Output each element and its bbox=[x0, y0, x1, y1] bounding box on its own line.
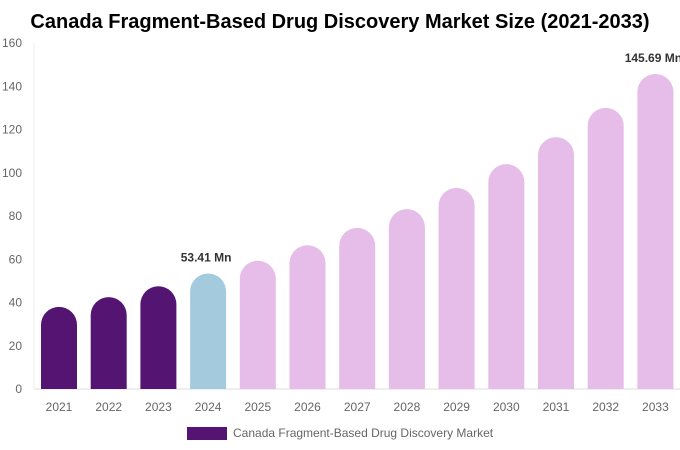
bar-2028[interactable] bbox=[388, 209, 425, 389]
y-tick-label: 100 bbox=[2, 166, 22, 180]
y-tick-label: 20 bbox=[9, 339, 23, 353]
x-tick-label: 2022 bbox=[95, 400, 122, 414]
y-tick-label: 60 bbox=[9, 252, 23, 266]
x-tick-label: 2029 bbox=[443, 400, 470, 414]
y-tick-label: 140 bbox=[2, 79, 22, 93]
bar-2023[interactable] bbox=[140, 286, 177, 389]
bar-2024[interactable] bbox=[190, 273, 227, 389]
y-tick-label: 0 bbox=[15, 382, 22, 396]
x-tick-label: 2032 bbox=[592, 400, 619, 414]
data-label: 53.41 Mn bbox=[181, 251, 232, 265]
x-tick-label: 2025 bbox=[244, 400, 271, 414]
x-tick-label: 2027 bbox=[344, 400, 371, 414]
x-tick-label: 2033 bbox=[642, 400, 669, 414]
x-tick-label: 2031 bbox=[543, 400, 570, 414]
y-tick-label: 120 bbox=[2, 123, 22, 137]
x-tick-label: 2023 bbox=[145, 400, 172, 414]
bar-2022[interactable] bbox=[90, 297, 127, 389]
bar-2021[interactable] bbox=[41, 306, 77, 389]
bar-2030[interactable] bbox=[488, 164, 525, 389]
bar-2029[interactable] bbox=[438, 187, 475, 389]
bar-2033[interactable] bbox=[637, 73, 674, 390]
chart-title: Canada Fragment-Based Drug Discovery Mar… bbox=[30, 11, 649, 33]
legend-label[interactable]: Canada Fragment-Based Drug Discovery Mar… bbox=[233, 426, 494, 440]
x-tick-label: 2026 bbox=[294, 400, 321, 414]
x-tick-label: 2024 bbox=[195, 400, 222, 414]
x-tick-label: 2030 bbox=[493, 400, 520, 414]
data-label: 145.69 Mn bbox=[625, 51, 680, 65]
x-tick-label: 2021 bbox=[46, 400, 73, 414]
y-tick-label: 160 bbox=[2, 36, 22, 50]
bar-2026[interactable] bbox=[289, 245, 326, 389]
bar-2027[interactable] bbox=[339, 227, 376, 389]
bar-2025[interactable] bbox=[239, 260, 276, 389]
bar-2032[interactable] bbox=[587, 107, 624, 390]
legend-swatch bbox=[187, 427, 227, 440]
x-tick-label: 2028 bbox=[394, 400, 421, 414]
y-tick-label: 80 bbox=[9, 209, 23, 223]
y-tick-label: 40 bbox=[9, 296, 23, 310]
bar-2031[interactable] bbox=[538, 137, 574, 389]
